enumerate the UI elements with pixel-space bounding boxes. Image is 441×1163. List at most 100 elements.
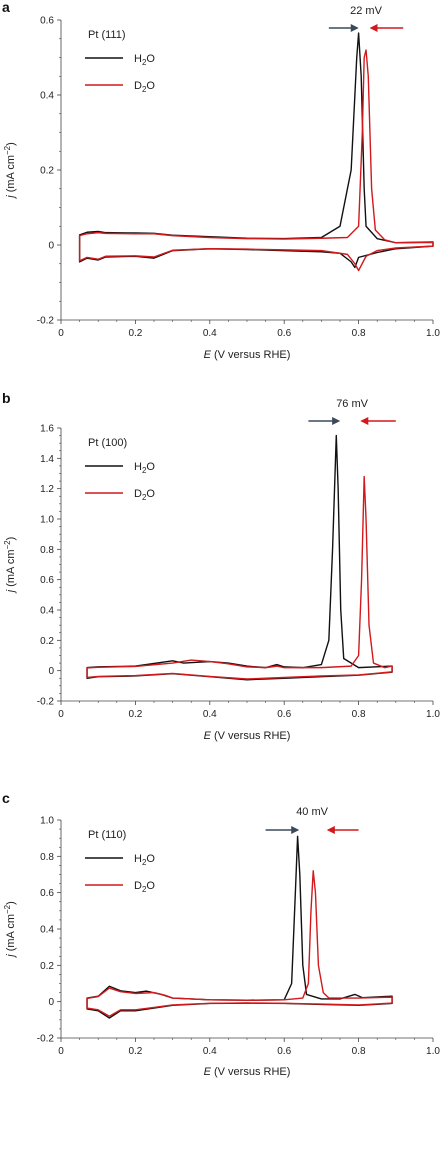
x-tick-label: 0 <box>58 1046 64 1057</box>
y-tick-label: 0.4 <box>40 606 54 617</box>
legend-label-sub: 2 <box>142 493 147 502</box>
x-tick-label: 0.6 <box>277 709 291 720</box>
y-axis-label-close: ) <box>5 142 17 146</box>
y-axis-label-close: ) <box>5 901 17 905</box>
chart-panel-c: c-0.200.20.40.60.81.00 0.2 0.4 0.6 0.8 1.0E (… <box>2 790 440 1078</box>
x-axis-label-text: (V versus RHE) <box>211 349 290 361</box>
y-tick-label: 1.4 <box>40 454 54 465</box>
panel-label: b <box>2 390 11 406</box>
y-tick-label: 0 <box>48 666 54 677</box>
y-tick-label: 0.6 <box>40 888 54 899</box>
y-tick-label: 0.6 <box>40 16 54 27</box>
shift-annotation: 76 mV <box>336 398 368 410</box>
y-axis-label-superscript: −2 <box>3 904 12 914</box>
y-axis-label: j (mA cm−2) <box>3 901 17 959</box>
y-axis-label-text: (mA cm <box>5 914 17 954</box>
legend-label-main: D <box>134 880 142 892</box>
legend-label-sub: 2 <box>142 85 147 94</box>
x-tick-label: 0.4 <box>203 1046 217 1057</box>
y-axis-label-symbol: j <box>5 589 17 594</box>
x-tick-label: 0.2 <box>128 328 142 339</box>
legend-label-1: D2O <box>134 80 155 94</box>
y-tick-label: 0.4 <box>40 925 54 936</box>
x-axis-label: E (V versus RHE) <box>204 349 291 361</box>
x-tick-label: 0.2 <box>128 709 142 720</box>
legend-label-main: H <box>134 53 142 65</box>
legend-label-tail: O <box>146 853 155 865</box>
y-tick-label: 0.2 <box>40 961 54 972</box>
series-line-h2o <box>86 434 393 681</box>
legend-label-0: H2O <box>134 853 155 867</box>
legend-label-0: H2O <box>134 461 155 475</box>
x-tick-label: 0 <box>58 328 64 339</box>
y-axis-label-symbol: j <box>5 954 17 959</box>
x-tick-label: 0 <box>58 709 64 720</box>
x-tick-label: 0.8 <box>352 1046 366 1057</box>
y-axis-label-text: (mA cm <box>5 155 17 195</box>
x-tick-label: 0.4 <box>203 709 217 720</box>
x-tick-label: 1.0 <box>426 709 440 720</box>
chart-panel-a: a-0.200.20.40.60 0.2 0.4 0.6 0.8 1.0E (V vers… <box>2 0 440 361</box>
legend-label-tail: O <box>146 53 155 65</box>
legend-label-main: H <box>134 853 142 865</box>
x-tick-label: 1.0 <box>426 328 440 339</box>
x-tick-label: 1.0 <box>426 1046 440 1057</box>
legend-label-tail: O <box>146 461 155 473</box>
y-tick-label: 0 <box>48 997 54 1008</box>
y-tick-label: -0.2 <box>37 1034 55 1045</box>
y-tick-label: 1.0 <box>40 515 54 526</box>
legend-label-sub: 2 <box>142 885 147 894</box>
y-tick-label: 0.4 <box>40 91 54 102</box>
legend-label-main: D <box>134 80 142 92</box>
y-tick-label: 1.6 <box>40 424 54 435</box>
x-axis-label-symbol: E <box>204 730 212 742</box>
legend-label-main: D <box>134 488 142 500</box>
series-line-h2o <box>78 32 434 269</box>
y-axis-label-superscript: −2 <box>3 540 12 550</box>
series-line-h2o <box>86 835 393 1019</box>
y-tick-label: 0.8 <box>40 545 54 556</box>
y-tick-label: 0.8 <box>40 852 54 863</box>
x-axis-label-text: (V versus RHE) <box>211 1066 290 1078</box>
y-axis-label-superscript: −2 <box>3 145 12 155</box>
y-tick-label: 1.2 <box>40 484 54 495</box>
series-line-d2o <box>86 475 393 680</box>
legend-label-1: D2O <box>134 488 155 502</box>
series-line-d2o <box>78 49 434 272</box>
series-line-d2o <box>86 870 393 1017</box>
legend-title: Pt (110) <box>88 829 126 841</box>
x-tick-label: 0.6 <box>277 328 291 339</box>
legend-label-0: H2O <box>134 53 155 67</box>
legend-label-main: H <box>134 461 142 473</box>
legend-label-1: D2O <box>134 880 155 894</box>
y-axis-label-text: (mA cm <box>5 550 17 590</box>
y-tick-label: -0.2 <box>37 316 55 327</box>
chart-panel-b: b-0.200.20.40.60.81.01.21.41.60 0.2 0.4 0.6… <box>2 390 440 742</box>
x-tick-label: 0.4 <box>203 328 217 339</box>
y-axis-label: j (mA cm−2) <box>3 537 17 595</box>
legend-title: Pt (100) <box>88 437 127 449</box>
y-tick-label: 0.6 <box>40 575 54 586</box>
x-tick-label: 0.8 <box>352 709 366 720</box>
legend-label-sub: 2 <box>142 58 147 67</box>
x-tick-label: 0.8 <box>352 328 366 339</box>
x-tick-label: 0.6 <box>277 1046 291 1057</box>
y-axis-label-close: ) <box>5 537 17 541</box>
legend-label-tail: O <box>146 880 155 892</box>
x-tick-label: 0.2 <box>128 1046 142 1057</box>
legend-label-tail: O <box>146 80 155 92</box>
y-tick-label: 0.2 <box>40 636 54 647</box>
x-axis-label: E (V versus RHE) <box>204 1066 291 1078</box>
x-axis-label: E (V versus RHE) <box>204 730 291 742</box>
legend-label-sub: 2 <box>142 466 147 475</box>
y-tick-label: -0.2 <box>37 697 55 708</box>
shift-annotation: 40 mV <box>296 806 328 818</box>
legend-label-tail: O <box>146 488 155 500</box>
y-tick-label: 0.2 <box>40 166 54 177</box>
panel-label: a <box>2 0 10 15</box>
y-axis-label: j (mA cm−2) <box>3 142 17 200</box>
y-axis-label-symbol: j <box>5 195 17 200</box>
x-axis-label-symbol: E <box>204 349 212 361</box>
y-tick-label: 1.0 <box>40 816 54 827</box>
